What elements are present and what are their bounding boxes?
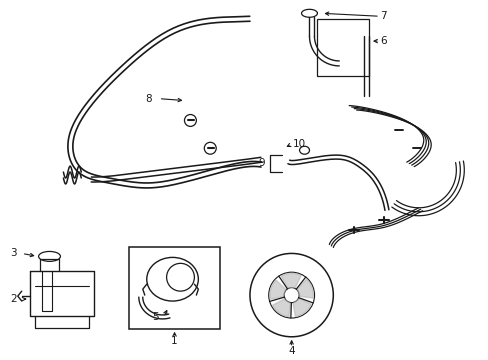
Polygon shape [297,279,313,298]
Text: 4: 4 [288,346,294,356]
Polygon shape [272,299,290,316]
Text: 10: 10 [292,139,305,149]
Text: 7: 7 [380,11,386,21]
Text: 9: 9 [258,158,264,168]
Bar [317,19,368,76]
Polygon shape [292,299,311,316]
Text: 8: 8 [145,94,152,104]
Bar [129,247,220,329]
Text: 3: 3 [10,248,17,258]
Polygon shape [269,280,285,299]
Text: 5: 5 [152,312,159,322]
Polygon shape [281,274,301,288]
Text: 6: 6 [380,36,386,46]
Text: 1: 1 [171,336,178,346]
Text: 2: 2 [10,294,17,304]
